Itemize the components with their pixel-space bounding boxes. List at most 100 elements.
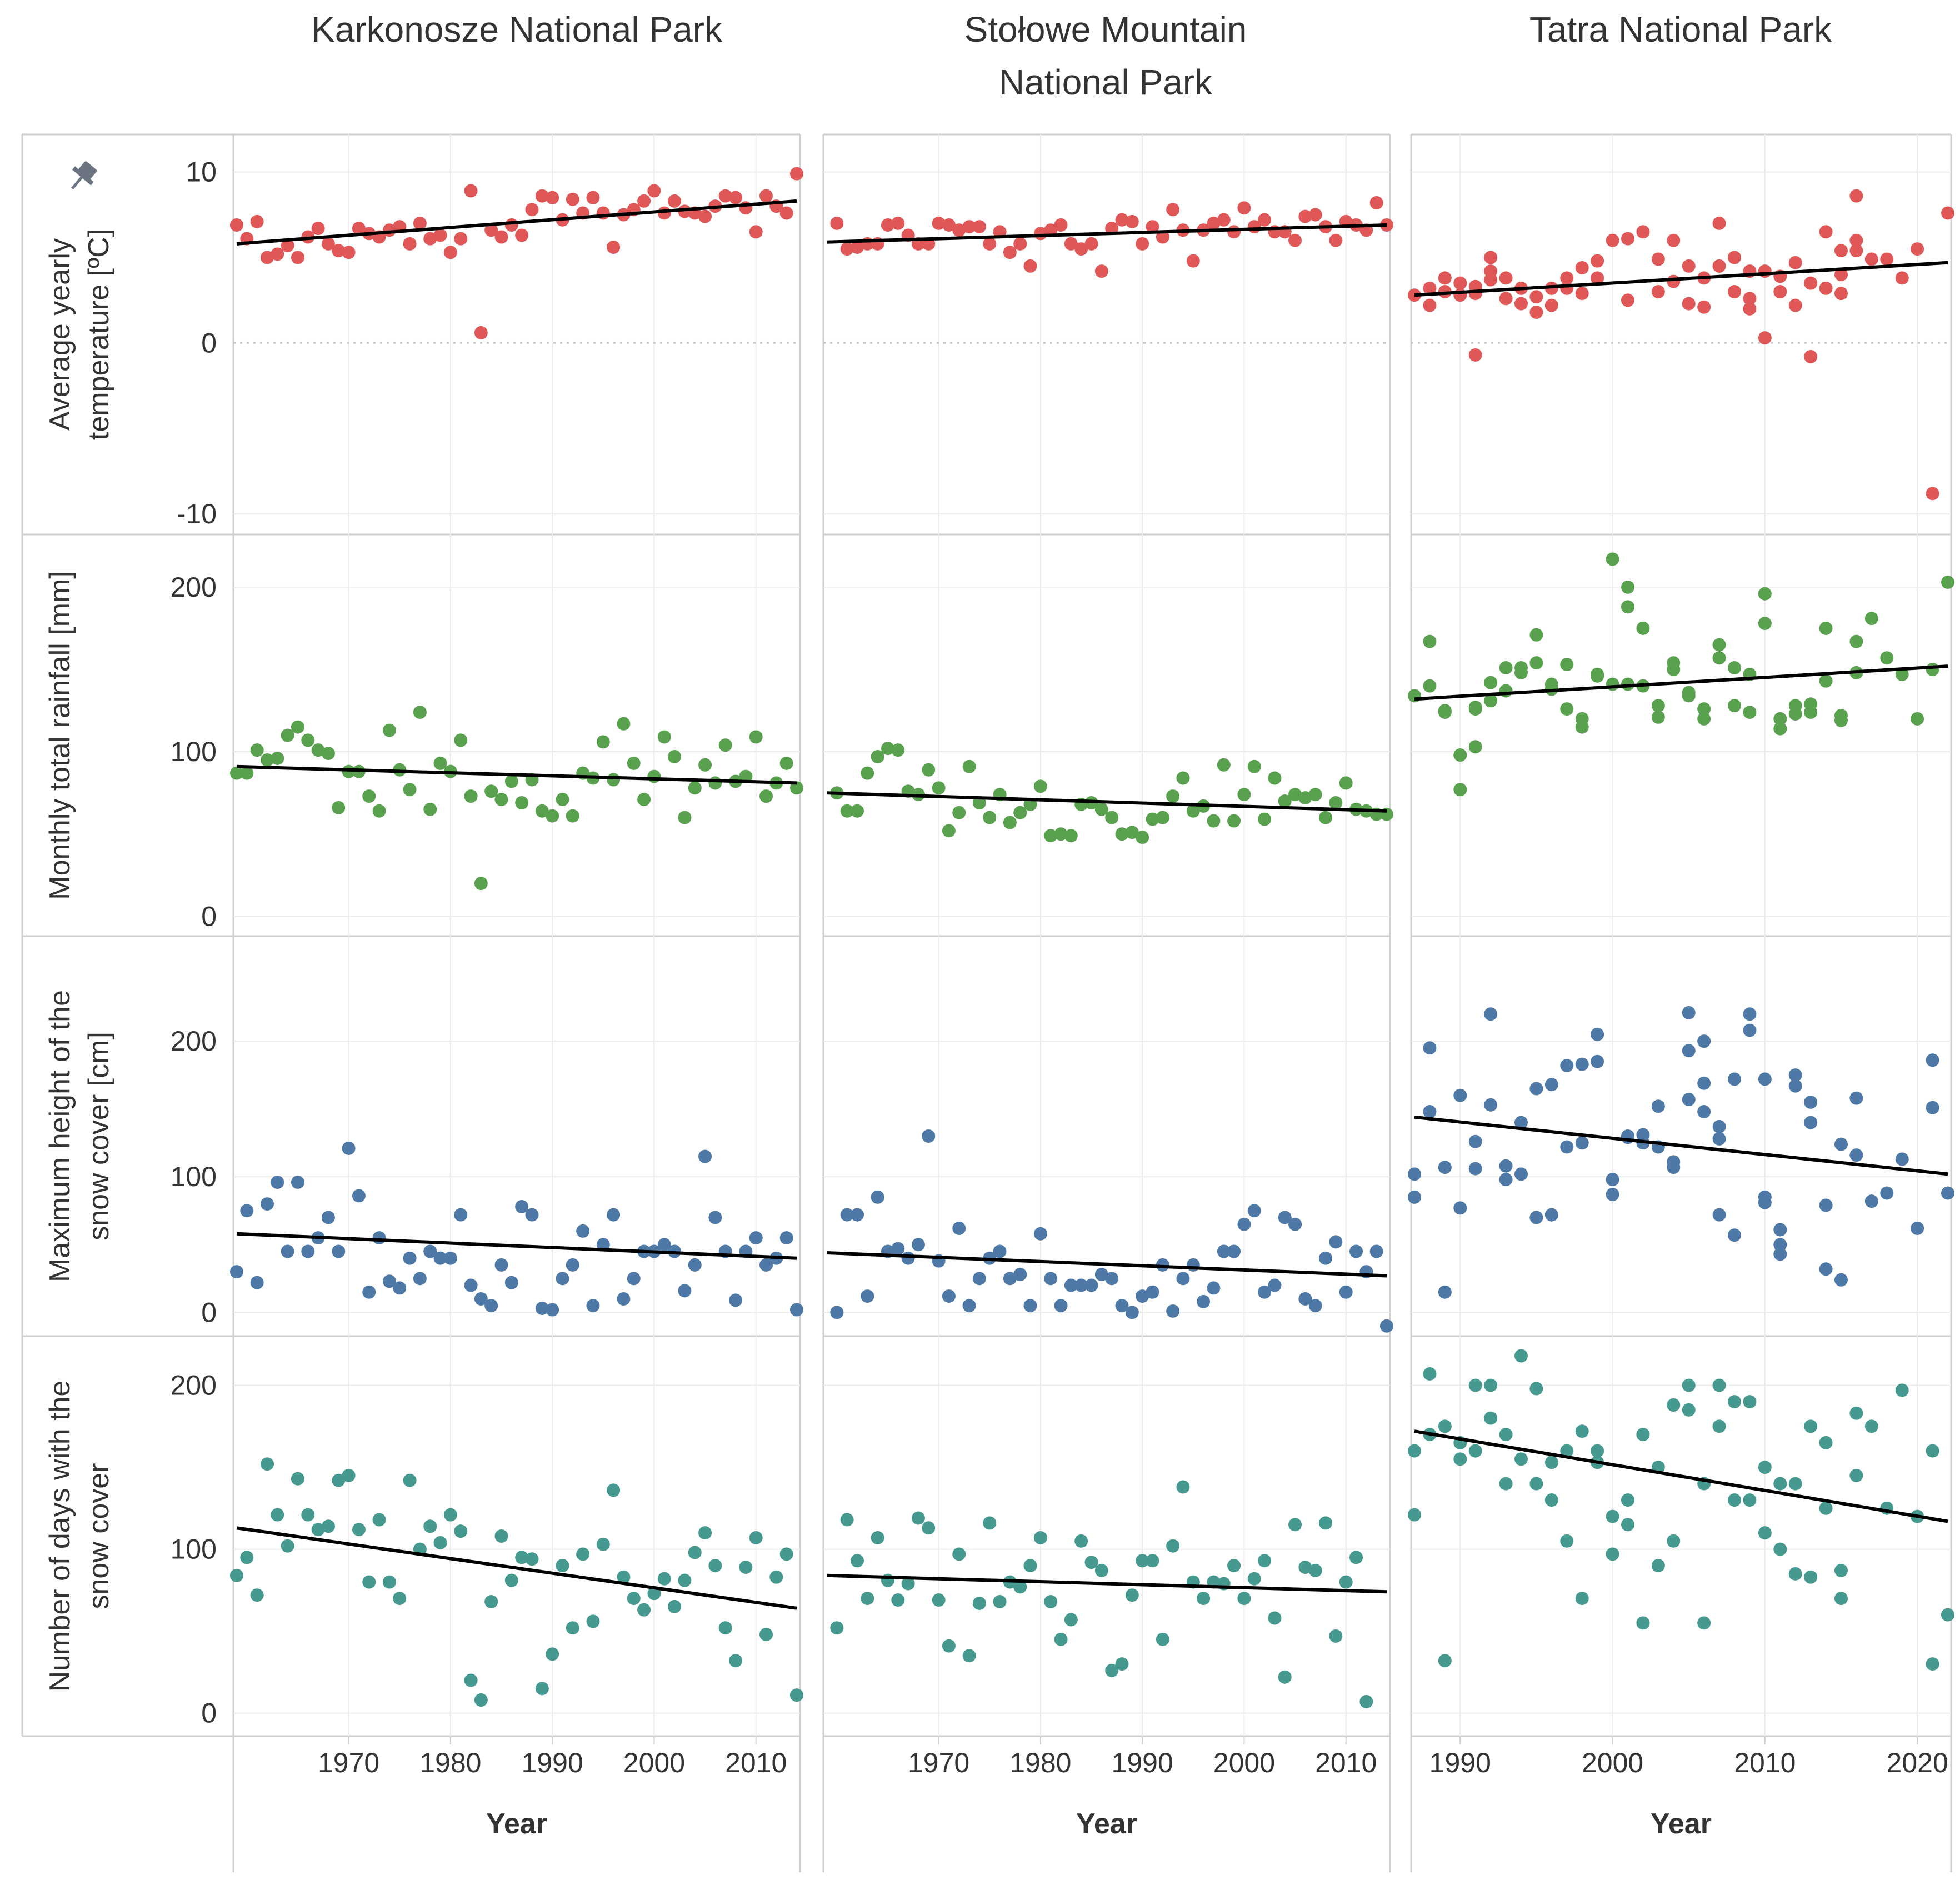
data-point bbox=[504, 1573, 518, 1587]
data-point bbox=[1636, 225, 1650, 239]
data-point bbox=[1094, 264, 1108, 278]
data-point bbox=[1146, 1554, 1159, 1568]
trend-line bbox=[236, 1232, 797, 1260]
y-tick-label: 10 bbox=[186, 157, 217, 188]
data-point bbox=[1606, 552, 1619, 566]
data-point bbox=[1560, 702, 1574, 716]
data-point bbox=[1849, 1091, 1863, 1105]
data-point bbox=[1033, 1227, 1047, 1241]
data-point bbox=[504, 218, 518, 232]
data-point bbox=[972, 220, 986, 234]
data-point bbox=[1682, 1044, 1696, 1058]
panel-snow_days-karkonosze bbox=[230, 1336, 803, 1736]
data-point bbox=[1849, 1406, 1863, 1420]
data-point bbox=[1697, 1616, 1711, 1630]
data-point bbox=[1146, 1285, 1159, 1299]
panel-rainfall-tatra bbox=[1408, 534, 1954, 936]
data-point bbox=[1298, 209, 1312, 223]
data-point bbox=[271, 1508, 284, 1522]
data-point bbox=[952, 223, 966, 237]
panel-snow_days-tatra bbox=[1408, 1336, 1954, 1736]
data-point bbox=[443, 246, 457, 259]
data-point bbox=[1788, 298, 1802, 312]
data-point bbox=[1529, 1082, 1543, 1096]
data-point bbox=[382, 1274, 396, 1288]
data-point bbox=[607, 1208, 621, 1222]
data-point bbox=[647, 1587, 661, 1601]
data-point bbox=[1186, 804, 1200, 818]
data-point bbox=[443, 1508, 457, 1522]
data-point bbox=[464, 1673, 478, 1687]
data-point bbox=[1268, 771, 1282, 785]
data-point bbox=[1560, 271, 1574, 285]
data-point bbox=[1468, 740, 1482, 754]
pin-icon[interactable] bbox=[63, 158, 101, 197]
data-point bbox=[291, 1176, 304, 1189]
row-label-snow_height: Maximum height of the bbox=[44, 990, 76, 1282]
data-point bbox=[1667, 1161, 1681, 1174]
data-point bbox=[1064, 1613, 1078, 1627]
data-point bbox=[1197, 1294, 1211, 1308]
data-point bbox=[525, 203, 539, 217]
data-point bbox=[393, 1592, 407, 1606]
data-point bbox=[911, 1511, 925, 1525]
x-tick-label: 1990 bbox=[1429, 1747, 1491, 1778]
data-point bbox=[1423, 634, 1437, 648]
data-point bbox=[1484, 1411, 1498, 1425]
data-point bbox=[1819, 1262, 1833, 1276]
data-point bbox=[911, 1238, 925, 1252]
data-point bbox=[1453, 748, 1467, 762]
data-point bbox=[1743, 292, 1757, 306]
data-point bbox=[1804, 1116, 1818, 1129]
data-point bbox=[1423, 298, 1437, 312]
data-point bbox=[942, 1639, 956, 1653]
data-point bbox=[1268, 1611, 1282, 1625]
data-point bbox=[668, 194, 682, 208]
data-point bbox=[332, 1244, 346, 1258]
data-point bbox=[1339, 1285, 1353, 1299]
data-point bbox=[790, 1303, 803, 1317]
data-point bbox=[1484, 273, 1498, 287]
data-point bbox=[1560, 1534, 1574, 1548]
data-point bbox=[362, 789, 376, 803]
data-point bbox=[586, 191, 600, 204]
data-point bbox=[1864, 252, 1878, 266]
data-point bbox=[1606, 1509, 1619, 1523]
data-point bbox=[403, 1251, 417, 1265]
data-point bbox=[962, 1649, 976, 1663]
data-point bbox=[362, 1575, 376, 1589]
data-point bbox=[1329, 1629, 1343, 1643]
data-point bbox=[698, 758, 712, 772]
data-point bbox=[372, 1513, 386, 1527]
data-point bbox=[321, 1211, 335, 1224]
data-point bbox=[1667, 1398, 1681, 1412]
data-point bbox=[484, 784, 498, 798]
data-point bbox=[1003, 816, 1017, 829]
data-point bbox=[291, 720, 304, 734]
data-point bbox=[546, 191, 559, 204]
data-point bbox=[494, 793, 508, 807]
data-point bbox=[1834, 713, 1848, 727]
data-point bbox=[891, 216, 905, 230]
data-point bbox=[1621, 600, 1634, 614]
x-tick-label: 1980 bbox=[1009, 1747, 1071, 1778]
data-point bbox=[546, 1303, 559, 1317]
data-point bbox=[1044, 223, 1058, 237]
data-point bbox=[1468, 1134, 1482, 1148]
data-point bbox=[1453, 276, 1467, 290]
data-point bbox=[1207, 216, 1221, 230]
data-point bbox=[1895, 1383, 1909, 1397]
data-point bbox=[1237, 1217, 1251, 1231]
data-point bbox=[1453, 1452, 1467, 1466]
x-tick-label: 2000 bbox=[1213, 1747, 1275, 1778]
data-point bbox=[1743, 302, 1757, 316]
data-point bbox=[840, 804, 854, 818]
data-point bbox=[1621, 293, 1634, 307]
data-point bbox=[1064, 1278, 1078, 1292]
data-point bbox=[769, 1570, 783, 1584]
data-point bbox=[952, 1547, 966, 1561]
data-point bbox=[546, 1647, 559, 1661]
row-label-snow_days: snow cover bbox=[83, 1463, 115, 1609]
data-point bbox=[627, 1592, 641, 1606]
panel-rainfall-stolowe bbox=[823, 534, 1393, 936]
